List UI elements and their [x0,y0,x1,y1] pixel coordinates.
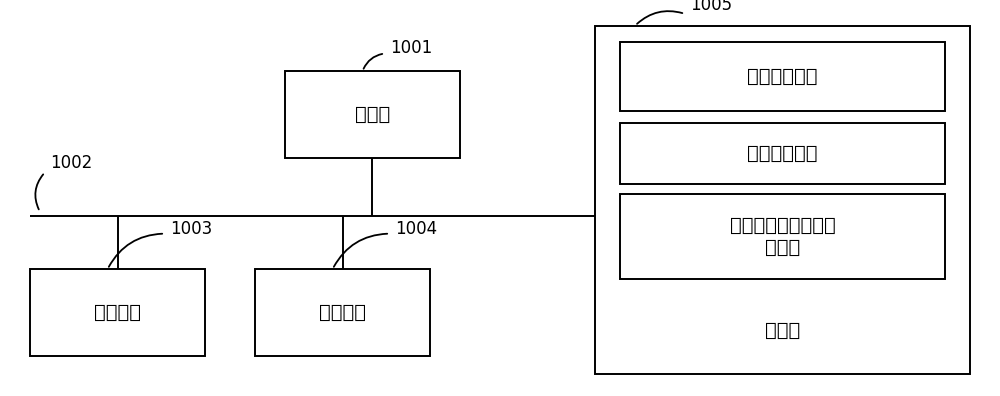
Bar [620,123,945,184]
Bar [595,26,970,374]
Text: 处理器: 处理器 [355,105,390,124]
Text: 用户接口: 用户接口 [94,303,141,322]
Text: 1004: 1004 [395,220,437,238]
Bar [620,42,945,111]
Bar [620,194,945,279]
Text: 自动引导车的任务分
配程序: 自动引导车的任务分 配程序 [730,216,835,257]
Text: 1001: 1001 [390,40,432,57]
Bar [30,269,205,356]
Text: 存储器: 存储器 [765,321,800,340]
Text: 1005: 1005 [690,0,732,14]
Text: 网络接口: 网络接口 [319,303,366,322]
Text: 用户接口模块: 用户接口模块 [747,144,818,163]
Text: 1002: 1002 [50,154,92,172]
Text: 1003: 1003 [170,220,212,238]
Bar [285,71,460,158]
Bar [255,269,430,356]
Text: 网络通信模块: 网络通信模块 [747,67,818,86]
